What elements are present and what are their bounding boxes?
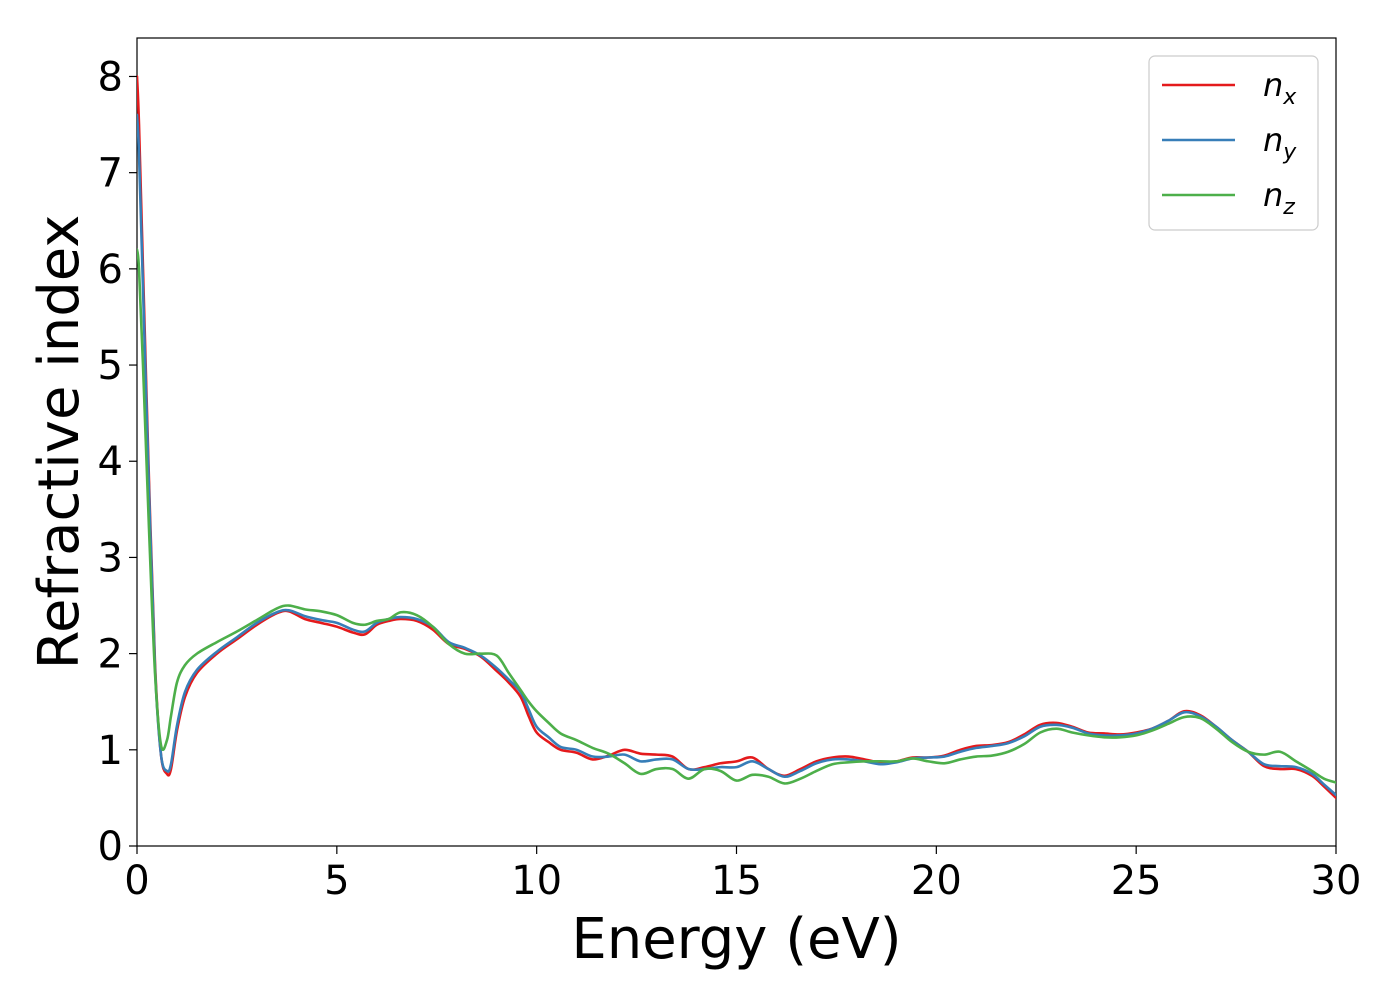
y-tick-label: 7 — [98, 151, 123, 197]
legend-label-subscript: z — [1282, 195, 1295, 220]
legend-box — [1148, 55, 1319, 231]
x-tick-label: 30 — [1311, 858, 1362, 904]
series-group — [137, 75, 1336, 800]
legend-label-base: n — [1263, 66, 1283, 104]
y-tick-label: 8 — [98, 54, 123, 100]
x-tick-label: 25 — [1111, 858, 1162, 904]
legend-label-nz: nz — [1263, 176, 1295, 220]
x-tick-label: 5 — [324, 858, 349, 904]
y-tick-label: 0 — [98, 824, 123, 870]
y-tick-label: 4 — [98, 439, 123, 485]
x-axis-label: Energy (eV) — [571, 907, 901, 972]
legend-label-subscript: y — [1282, 140, 1297, 165]
y-tick-label: 5 — [98, 343, 123, 389]
legend-label-nx: nx — [1263, 66, 1297, 110]
legend-label-base: n — [1263, 121, 1283, 159]
x-tick-label: 20 — [911, 858, 962, 904]
series-line-nz — [137, 248, 1336, 785]
x-axis: 0 5 10 15 20 25 30 — [124, 846, 1361, 904]
legend-label-base: n — [1263, 176, 1283, 214]
y-tick-label: 6 — [98, 247, 123, 293]
y-axis-label: Refractive index — [27, 215, 92, 670]
y-tick-label: 1 — [98, 728, 123, 774]
y-tick-label: 2 — [98, 632, 123, 678]
x-tick-label: 0 — [124, 858, 149, 904]
y-axis: 0 1 2 3 4 5 6 7 8 — [98, 54, 137, 870]
x-tick-label: 10 — [511, 858, 562, 904]
series-line-ny — [137, 113, 1336, 797]
legend-label-ny: ny — [1263, 121, 1297, 165]
x-tick-label: 15 — [711, 858, 762, 904]
legend-label-subscript: x — [1282, 85, 1297, 110]
y-tick-label: 3 — [98, 535, 123, 581]
